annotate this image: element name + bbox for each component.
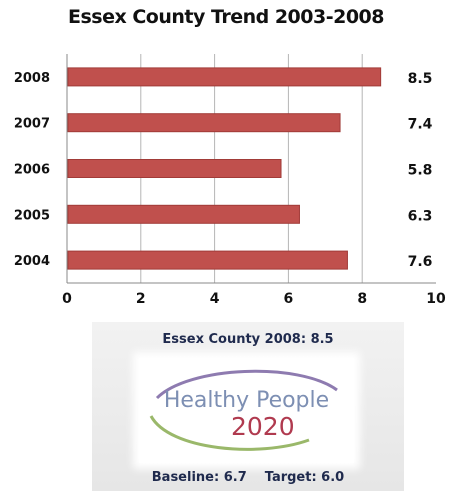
category-label-2004: 2004: [14, 254, 50, 269]
x-tick-labels: 0 2 4 6 8 10: [62, 291, 446, 307]
baseline-label: Baseline: 6.7: [151, 470, 247, 485]
panel-header: Essex County 2008: 8.5: [162, 332, 334, 347]
bar-2006: [67, 159, 282, 178]
value-label-2005: 6.3: [408, 208, 433, 224]
healthy-people-panel: Essex County 2008: 8.5 Healthy People 20…: [92, 322, 404, 491]
logo-swoosh-icon: [149, 369, 338, 451]
x-tick-2: 2: [136, 291, 146, 307]
bar-2007: [67, 113, 341, 133]
bar-chart: 2008 2007 2006 2005 2004 8.5 7.4 5.8 6.3 7.6 0 2 4…: [14, 54, 446, 307]
value-labels: 8.5 7.4 5.8 6.3 7.6: [408, 71, 433, 270]
bar-2005: [67, 204, 300, 224]
category-label-2008: 2008: [14, 71, 50, 86]
value-label-2006: 5.8: [408, 163, 433, 179]
value-label-2008: 8.5: [408, 71, 433, 87]
x-tick-10: 10: [426, 291, 446, 307]
logo-line-1: Healthy People: [163, 388, 330, 413]
category-labels: 2008 2007 2006 2005 2004: [14, 71, 50, 269]
logo-line-2: 2020: [231, 412, 295, 441]
category-label-2005: 2005: [14, 208, 50, 223]
bar-2004: [67, 250, 348, 270]
panel-footer: Baseline: 6.7 Target: 6.0: [92, 470, 404, 485]
healthy-people-logo: Healthy People 2020: [139, 358, 354, 463]
category-label-2007: 2007: [14, 117, 50, 132]
bar-2008: [67, 67, 382, 87]
value-label-2004: 7.6: [408, 254, 433, 270]
x-tick-8: 8: [357, 291, 367, 307]
category-label-2006: 2006: [14, 163, 50, 178]
x-tick-6: 6: [284, 291, 294, 307]
chart-title: Essex County Trend 2003-2008: [67, 6, 385, 28]
bars: [67, 67, 382, 270]
x-tick-4: 4: [210, 291, 220, 307]
target-label: Target: 6.0: [264, 470, 345, 485]
x-tick-0: 0: [62, 291, 72, 307]
value-label-2007: 7.4: [408, 117, 433, 133]
